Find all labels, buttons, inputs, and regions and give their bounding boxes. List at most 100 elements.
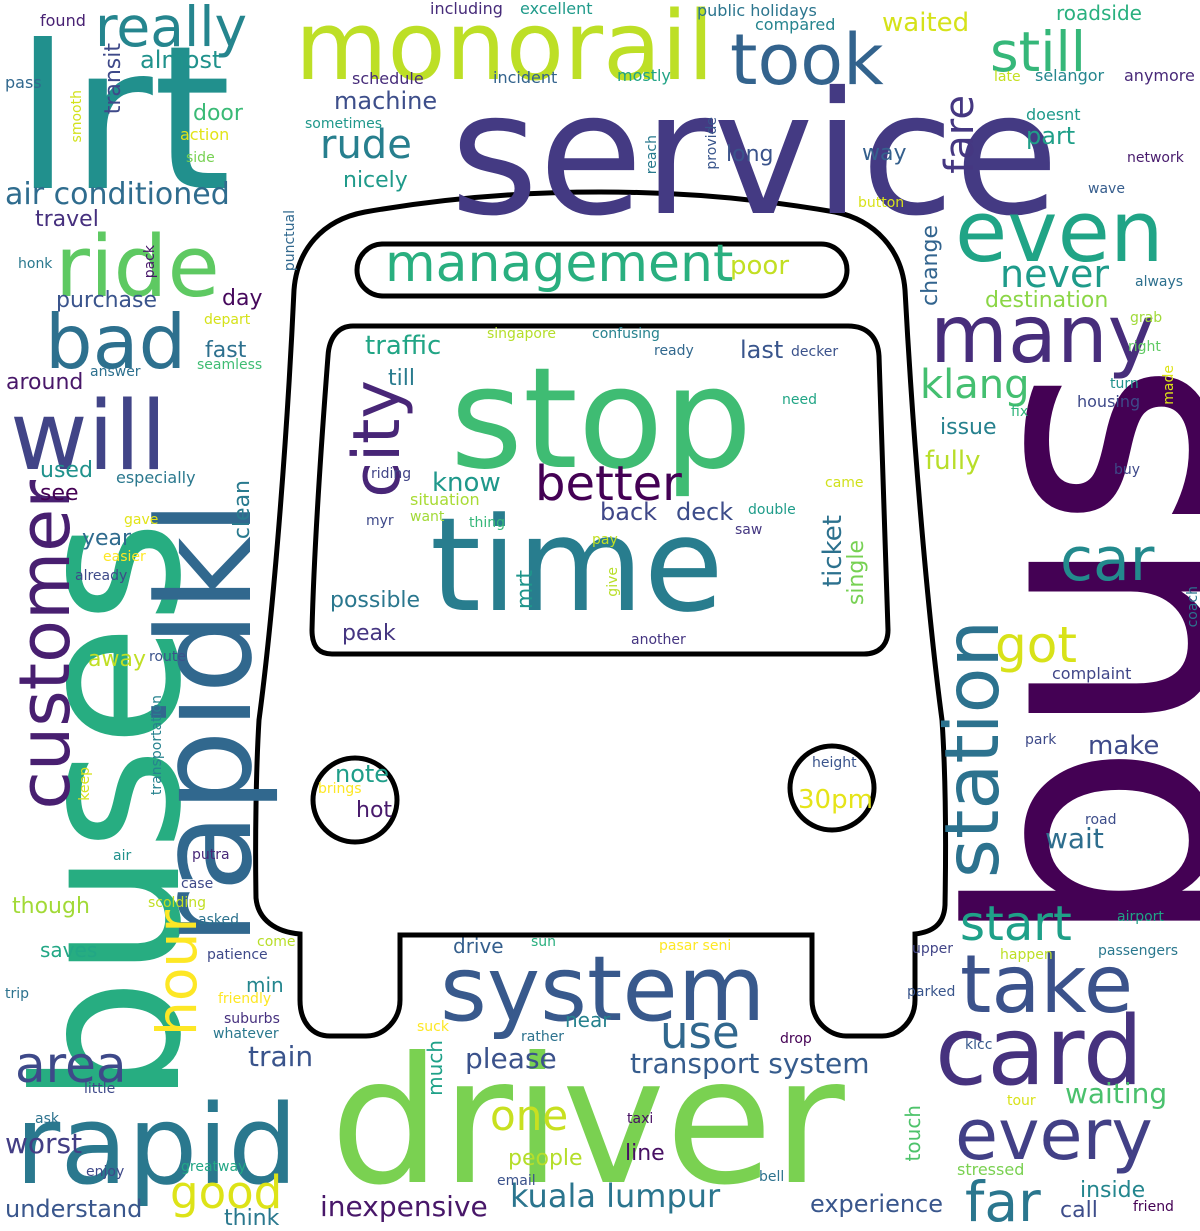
cloud-word-took: took [730,19,884,101]
cloud-word-always: always [1135,274,1184,290]
cloud-word-friendly: friendly [218,991,272,1007]
cloud-word-klang: klang [920,362,1030,408]
cloud-word-make: make [1088,731,1160,761]
cloud-word-especially: especially [116,468,196,487]
cloud-word-monorail: monorail [295,0,715,102]
cloud-word-depart: depart [204,312,251,328]
cloud-word-happen: happen [1000,947,1053,963]
cloud-word-know: know [432,468,501,498]
cloud-word-destination: destination [985,288,1109,313]
cloud-word-height: height [812,755,857,771]
cloud-word-incident: incident [493,68,558,87]
cloud-word-far: far [965,1170,1041,1231]
cloud-word-give: give [605,567,621,597]
cloud-word-around: around [6,370,84,395]
cloud-word-wave: wave [1088,181,1125,197]
cloud-word-suck: suck [417,1019,449,1035]
cloud-word-whatever: whatever [213,1026,279,1042]
cloud-word-myr: myr [366,513,394,529]
cloud-word-worst: worst [5,1127,83,1160]
cloud-word-route: route [149,649,186,665]
cloud-word-excellent: excellent [520,0,593,18]
cloud-word-greatway: greatway [181,1159,247,1175]
cloud-word-never: never [1000,252,1109,296]
cloud-word-reach: reach [644,135,660,175]
cloud-word-klcc: klcc [965,1037,993,1053]
cloud-word-turn: turn [1110,376,1139,392]
cloud-word-grab: grab [1130,310,1163,326]
cloud-word-sometimes: sometimes [305,116,383,132]
cloud-word-kuala-lumpur: kuala lumpur [510,1177,721,1215]
bus-left-headlight [310,755,400,845]
cloud-word-including: including [430,0,503,18]
cloud-word-fix: fix [1011,404,1029,420]
cloud-word-system: system [440,937,766,1042]
cloud-word-door: door [193,101,243,126]
cloud-word-change: change [918,225,943,306]
cloud-word-fare: fare [937,95,983,174]
cloud-word-back: back [600,498,658,526]
cloud-word-taxi: taxi [627,1111,654,1127]
cloud-word-peak: peak [342,621,396,646]
cloud-word-case: case [181,876,214,892]
cloud-word-ticket: ticket [818,515,848,588]
cloud-word-stop: stop [450,338,753,501]
cloud-word-parked: parked [907,984,956,1000]
cloud-word-found: found [40,11,86,30]
cloud-word-30pm: 30pm [798,785,873,815]
cloud-word-away: away [88,647,146,672]
cloud-word-came: came [825,475,864,491]
cloud-word-machine: machine [334,87,438,115]
cloud-word-train: train [248,1040,314,1073]
cloud-word-come: come [257,934,296,950]
cloud-word-much: much [423,1040,447,1096]
cloud-word-situation: situation [410,490,480,509]
cloud-word-hour: hour [145,910,209,1036]
cloud-word-want: want [410,509,445,525]
cloud-word-riding: riding [371,466,412,482]
cloud-word-transportation: transportation [149,695,165,796]
cloud-word-patience: patience [207,947,268,963]
cloud-word-fast: fast [205,338,247,363]
bus-right-headlight [787,743,877,833]
cloud-word-brings: brings [318,781,362,797]
cloud-word-nicely: nicely [343,168,408,193]
cloud-word-see: see [40,481,79,506]
cloud-word-pasar-seni: pasar seni [659,938,732,954]
cloud-word-network: network [1127,150,1184,166]
cloud-word-double: double [748,502,796,518]
cloud-word-touch: touch [901,1105,925,1162]
cloud-word-possible: possible [330,588,421,613]
cloud-word-coach: coach [1185,586,1200,628]
cloud-word-think: think [224,1206,280,1231]
cloud-word-rude: rude [320,122,412,168]
cloud-word-please: please [465,1042,557,1075]
cloud-word-one: one [490,1091,569,1140]
cloud-word-smooth: smooth [69,90,85,143]
cloud-word-still: still [990,20,1087,84]
cloud-word-min: min [246,973,284,997]
cloud-word-service: service [450,56,1059,254]
cloud-word-every: every [955,1094,1153,1176]
cloud-word-got: got [995,616,1077,674]
cloud-word-pass: pass [5,73,42,92]
cloud-word-use: use [660,1006,740,1059]
cloud-word-call: call [1060,1198,1098,1223]
cloud-word-though: though [12,894,90,919]
cloud-word-better: better [535,456,682,512]
cloud-word-seamless: seamless [197,357,263,373]
cloud-word-inside: inside [1080,1178,1146,1203]
cloud-word-car: car [1060,525,1155,595]
cloud-word-waiting: waiting [1065,1077,1168,1110]
cloud-word-ride: ride [55,218,220,317]
cloud-word-experience: experience [810,1190,944,1218]
cloud-word-wait: wait [1045,822,1104,855]
cloud-word-upper: upper [912,941,954,957]
cloud-word-passengers: passengers [1098,943,1179,959]
cloud-word-stressed: stressed [957,1160,1025,1179]
cloud-word-need: need [782,392,817,408]
cloud-word-action: action [180,125,230,144]
cloud-word-putra: putra [192,847,230,863]
cloud-word-issue: issue [940,415,997,440]
